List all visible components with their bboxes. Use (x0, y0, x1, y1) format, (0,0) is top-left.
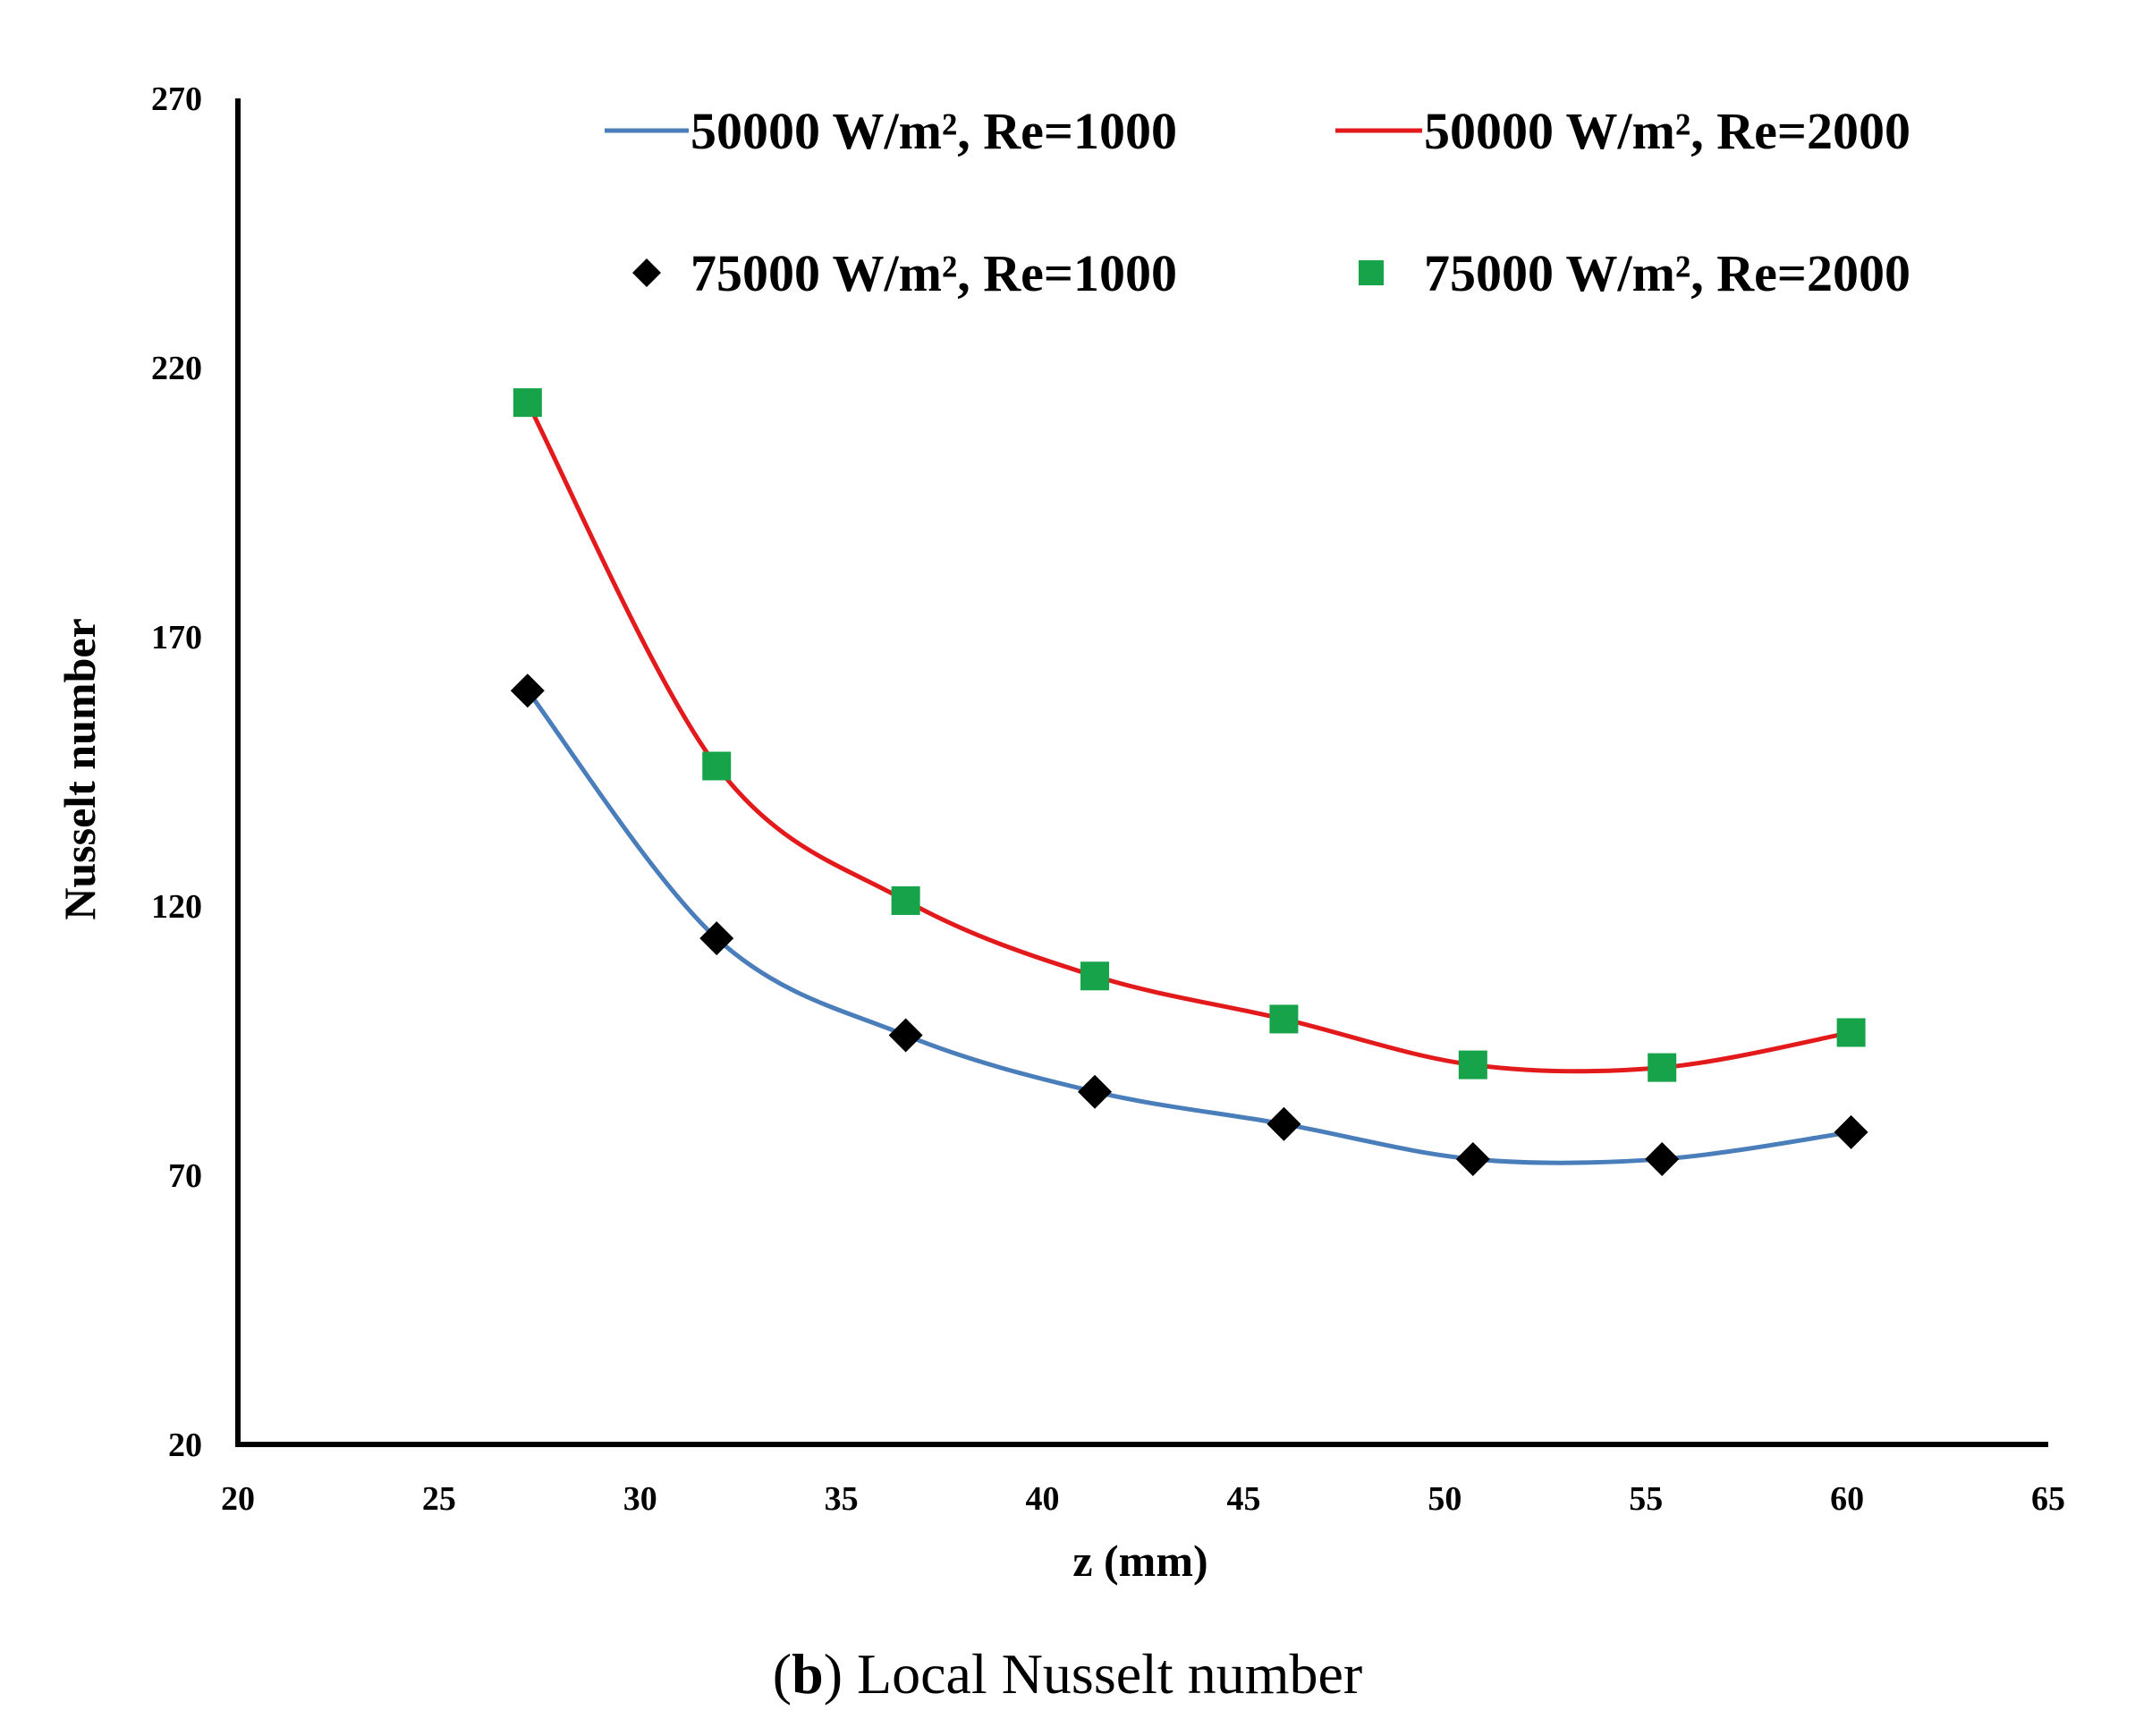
square-marker (891, 885, 920, 915)
legend-square-marker (1359, 260, 1384, 285)
y-tick-label: 220 (151, 350, 202, 387)
x-tick-label: 40 (1026, 1480, 1060, 1518)
x-tick-label: 25 (422, 1480, 456, 1518)
x-tick-label: 35 (825, 1480, 859, 1518)
x-tick-label: 30 (623, 1480, 657, 1518)
diamond-marker (1455, 1141, 1490, 1176)
x-tick-label: 55 (1629, 1480, 1663, 1518)
y-tick-label: 270 (151, 80, 202, 118)
x-tick-label: 65 (2031, 1480, 2065, 1518)
y-tick-label: 20 (168, 1427, 202, 1464)
series-line-1 (525, 401, 1852, 1074)
x-axis-title: z (mm) (1072, 1536, 1207, 1586)
legend-label: 75000 W/m², Re=2000 (1424, 244, 1910, 302)
figure-caption: (b) Local Nusselt number (0, 1641, 2135, 1707)
legend: 50000 W/m², Re=1000 50000 W/m², Re=2000 75… (605, 102, 1910, 302)
square-marker (1458, 1050, 1487, 1080)
legend-label: 75000 W/m², Re=1000 (690, 244, 1177, 302)
square-marker (1836, 1018, 1866, 1047)
square-marker (513, 388, 542, 418)
x-tick-label: 60 (1830, 1480, 1864, 1518)
caption-letter: b (792, 1642, 824, 1706)
square-marker (1080, 961, 1110, 991)
legend-label: 50000 W/m², Re=1000 (690, 102, 1177, 160)
diamond-marker (1078, 1074, 1113, 1109)
x-tick-label: 45 (1226, 1480, 1260, 1518)
diamond-marker (699, 921, 734, 956)
square-marker (702, 751, 732, 781)
y-tick-label: 70 (168, 1157, 202, 1195)
legend-label: 50000 W/m², Re=2000 (1424, 102, 1910, 160)
square-marker (1269, 1004, 1299, 1034)
diamond-marker (1267, 1106, 1301, 1141)
legend-diamond-marker (632, 258, 661, 287)
x-tick-label: 20 (221, 1480, 255, 1518)
series-markers (510, 388, 1868, 1176)
series-lines (525, 401, 1852, 1165)
axes (235, 98, 2048, 1447)
diamond-marker (1645, 1141, 1680, 1176)
square-marker (1648, 1053, 1677, 1082)
diamond-marker (888, 1018, 923, 1053)
diamond-marker (510, 673, 545, 708)
x-tick-label: 50 (1428, 1480, 1461, 1518)
tick-labels: 20 25 30 35 40 45 50 55 60 65 20 70 120 170 220 270 (151, 80, 2065, 1518)
y-tick-label: 170 (151, 619, 202, 656)
y-tick-label: 120 (151, 888, 202, 926)
caption-text: ) Local Nusselt number (823, 1642, 1363, 1706)
caption-open-paren: ( (772, 1642, 792, 1706)
diamond-marker (1834, 1114, 1868, 1149)
y-axis-title: Nusselt number (55, 618, 105, 920)
